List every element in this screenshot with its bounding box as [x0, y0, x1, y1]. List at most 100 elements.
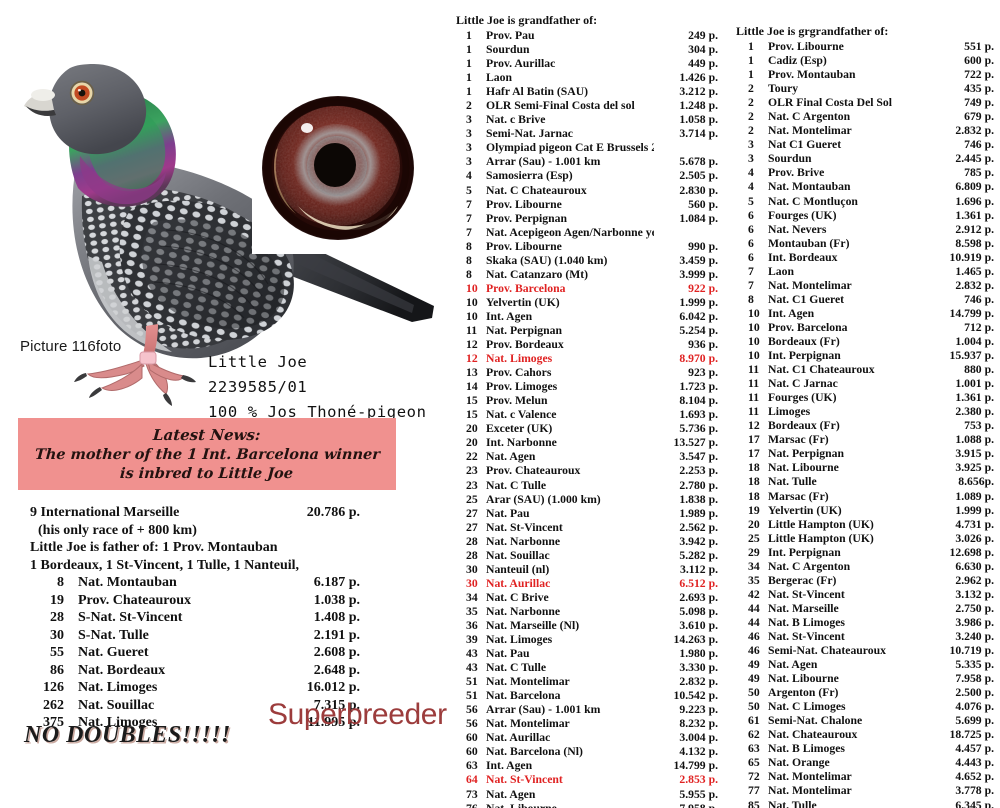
result-race-name: Prov. Pau	[486, 29, 535, 42]
result-pigeon-count: 880 p.	[964, 363, 994, 377]
result-race-name: Nat. Limoges	[78, 715, 158, 730]
own-results-block: 9 International Marseille 20.786 p. (his…	[30, 504, 360, 732]
result-pigeon-count: 5.678 p.	[679, 155, 718, 169]
grgrandfather-results-list: 1 Prov. Libourne 551 p. 1 Cadiz (Esp) 600 p. 1…	[736, 40, 994, 808]
result-race-name: Argenton (Fr)	[768, 686, 839, 700]
result-race-name: Prov. Perpignan	[486, 211, 567, 225]
result-position: 64	[466, 773, 478, 787]
result-position: 25	[466, 492, 478, 506]
father-of-line-2: 1 Bordeaux, 1 St-Vincent, 1 Tulle, 1 Nan…	[30, 557, 300, 573]
result-race-name: Prov. Limoges	[486, 380, 558, 394]
result-position: 7	[466, 211, 472, 225]
result-position: 4	[748, 166, 754, 180]
headline-result-value: 20.786 p.	[306, 505, 360, 520]
result-race-name: Nat. C Tulle	[486, 661, 547, 675]
result-pigeon-count: 3.547 p.	[679, 450, 718, 464]
result-race-name: Nat. Bordeaux	[78, 662, 166, 678]
result-race-name: Nat. Perpignan	[486, 323, 562, 337]
result-pigeon-count: 14.263 p.	[673, 633, 719, 647]
result-position: 51	[466, 675, 478, 689]
own-results-list: 8 Nat. Montauban 6.187 p. 19 Prov. Chateauro…	[30, 574, 360, 732]
result-pigeon-count: 249 p.	[688, 29, 718, 42]
result-position: 1	[466, 85, 472, 99]
result-pigeon-count: 1.084 p.	[679, 211, 718, 225]
grandfather-heading: Little Joe is grandfather of:	[456, 13, 598, 27]
result-row: 5 Nat. C Montluçon 1.696 p.	[736, 195, 994, 209]
result-pigeon-count: 14.799 p.	[949, 306, 995, 320]
result-row: 18 Nat. Libourne 3.925 p.	[736, 461, 994, 475]
result-race-name: Nat. Marseille	[768, 601, 839, 615]
result-race-name: Nat. C Tulle	[486, 478, 547, 492]
result-row: 3 Olympiad pigeon Cat E Brussels 2017	[456, 141, 718, 155]
result-position: 72	[748, 770, 760, 784]
result-pigeon-count: 2.832 p.	[955, 278, 994, 292]
result-pigeon-count: 1.361 p.	[955, 391, 994, 405]
result-race-name: Nat. C Brive	[486, 590, 549, 604]
result-row: 1 Laon 1.426 p.	[456, 71, 718, 85]
result-row: 23 Prov. Chateauroux 2.253 p.	[456, 464, 718, 478]
result-position: 46	[748, 629, 760, 643]
result-pigeon-count: 1.004 p.	[955, 334, 994, 348]
result-pigeon-count: 6.042 p.	[679, 309, 718, 323]
left-panel: Picture 116foto Little Joe 2239585/01 10…	[0, 0, 450, 808]
result-row: 18 Marsac (Fr) 1.089 p.	[736, 490, 994, 504]
result-race-name: Prov. Barcelona	[486, 281, 566, 295]
headline-result-label: 9 International Marseille	[30, 505, 180, 520]
result-position: 11	[748, 391, 760, 405]
result-row: 2 Nat. Montelimar 2.832 p.	[736, 124, 994, 138]
result-race-name: Nat. Montelimar	[768, 124, 852, 138]
result-row: 8 Nat. Catanzaro (Mt) 3.999 p.	[456, 268, 718, 282]
result-row: 51 Nat. Barcelona 10.542 p.	[456, 689, 718, 703]
result-row: 34 Nat. C Argenton 6.630 p.	[736, 560, 994, 574]
result-row: 30 Nanteuil (nl) 3.112 p.	[456, 563, 718, 577]
result-position: 3	[466, 127, 472, 141]
result-position: 18	[748, 489, 760, 503]
result-pigeon-count: 8.970 p.	[679, 352, 718, 366]
result-position: 42	[748, 587, 760, 601]
result-race-name: Nat. Barcelona (Nl)	[486, 745, 583, 759]
result-pigeon-count: 2.253 p.	[679, 464, 718, 478]
result-row: 10 Int. Agen 6.042 p.	[456, 310, 718, 324]
result-race-name: Nat. Libourne	[486, 802, 654, 808]
result-pigeon-count: 1.361 p.	[955, 208, 994, 222]
result-pigeon-count: 2.832 p.	[679, 675, 718, 689]
result-position: 27	[466, 520, 478, 534]
result-row: 11 Nat. C Jarnac 1.001 p.	[736, 377, 994, 391]
result-race-name: OLR Final Costa Del Sol	[768, 96, 893, 110]
result-row: 43 Nat. C Tulle 3.330 p.	[456, 661, 718, 675]
result-position: 13	[466, 366, 478, 380]
result-pigeon-count: 922 p.	[688, 281, 718, 295]
result-row: 3 Sourdun 2.445 p.	[736, 152, 994, 166]
result-pigeon-count: 1.038 p.	[313, 592, 360, 608]
result-position: 10	[748, 349, 760, 363]
result-row: 62 Nat. Chateauroux 18.725 p.	[736, 728, 994, 742]
result-race-name: Prov. Brive	[768, 166, 825, 180]
result-position: 23	[466, 464, 478, 478]
result-position: 19	[748, 503, 760, 517]
result-row: 6 Nat. Nevers 2.912 p.	[736, 223, 994, 237]
result-position: 25	[748, 531, 760, 545]
pigeon-eye-photo	[252, 84, 422, 254]
result-race-name: Nat. c Valence	[486, 408, 557, 422]
result-row: 11 Nat. Perpignan 5.254 p.	[456, 324, 718, 338]
result-pigeon-count: 1.693 p.	[679, 408, 718, 422]
result-row: 17 Nat. Perpignan 3.915 p.	[736, 447, 994, 461]
result-pigeon-count: 8.598 p.	[955, 236, 994, 250]
result-position: 77	[748, 784, 760, 798]
result-race-name: Nat. C Jarnac	[768, 377, 838, 391]
result-row: 1 Sourdun 304 p.	[456, 43, 718, 57]
result-race-name: Nat. St-Vincent	[486, 520, 563, 534]
result-pigeon-count: 3.714 p.	[679, 127, 718, 141]
result-position: 20	[466, 436, 478, 450]
result-race-name: Nat. Tulle	[768, 475, 817, 489]
result-race-name: Nat. Barcelona	[486, 689, 561, 703]
result-race-name: Nat. Narbonne	[486, 604, 561, 618]
result-pigeon-count: 2.505 p.	[679, 169, 718, 183]
result-pigeon-count: 1.999 p.	[679, 295, 718, 309]
result-row: 6 Fourges (UK) 1.361 p.	[736, 209, 994, 223]
result-pigeon-count: 304 p.	[688, 43, 718, 57]
result-race-name: Nat. Pau	[486, 647, 530, 661]
result-position: 2	[748, 82, 754, 96]
result-pigeon-count: 5.254 p.	[679, 323, 718, 337]
result-row: 17 Marsac (Fr) 1.088 p.	[736, 433, 994, 447]
